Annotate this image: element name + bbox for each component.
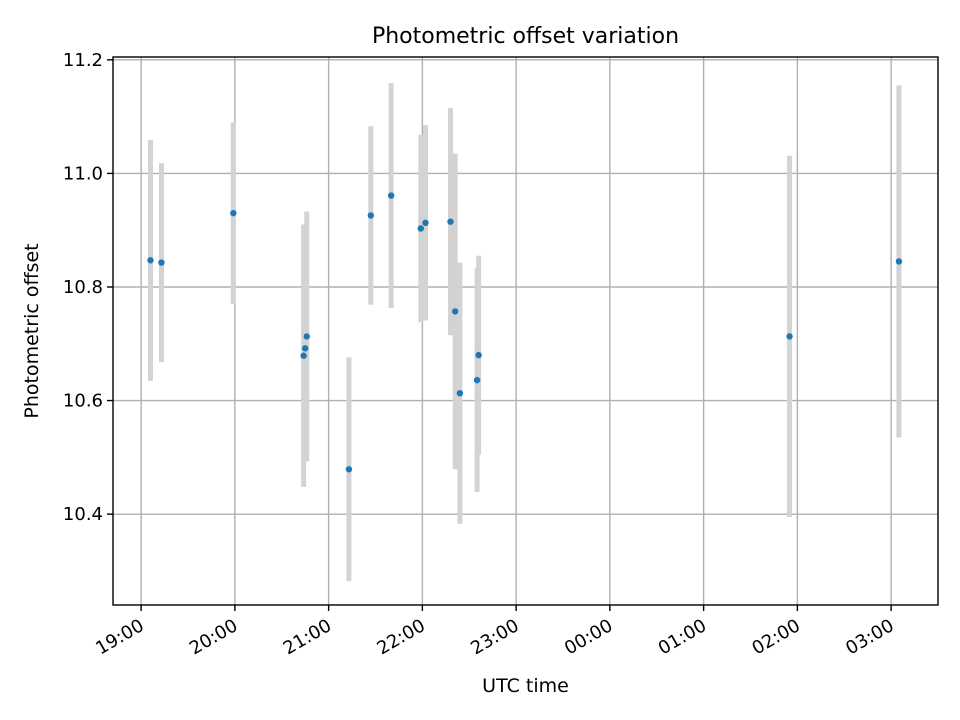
data-point [475, 351, 482, 359]
x-tick-label: 01:00 [655, 615, 710, 659]
y-axis-label: Photometric offset [21, 243, 43, 418]
error-bars [148, 83, 902, 582]
data-point [447, 218, 454, 225]
x-tick-label: 20:00 [186, 615, 241, 659]
data-point [303, 333, 310, 340]
x-axis-label: UTC time [482, 675, 569, 697]
data-point [422, 219, 429, 227]
data-point [147, 257, 154, 264]
data-point [786, 333, 793, 340]
data-point [300, 352, 307, 359]
plot-frame [112, 56, 939, 606]
y-tick-label: 11.2 [63, 50, 103, 71]
data-points [147, 192, 903, 473]
y-tick-label: 10.6 [63, 391, 103, 412]
x-tick-label: 21:00 [280, 615, 335, 659]
data-point [230, 209, 237, 217]
data-point [345, 466, 353, 473]
x-tick-label: 23:00 [467, 615, 522, 659]
x-tick-label: 22:00 [373, 615, 428, 659]
y-tick-label: 10.4 [63, 504, 103, 525]
chart-title: Photometric offset variation [372, 24, 679, 49]
y-tick-label: 10.8 [63, 277, 103, 298]
grid-lines [113, 57, 938, 605]
data-point [456, 389, 464, 397]
data-point [417, 225, 425, 232]
data-point [301, 345, 309, 352]
y-tick-label: 11.0 [63, 163, 103, 184]
data-point [387, 192, 395, 199]
data-point [158, 259, 165, 266]
x-tick-label: 19:00 [92, 615, 147, 659]
x-tick-label: 03:00 [842, 615, 897, 659]
data-point [473, 376, 481, 384]
data-point [367, 212, 375, 219]
x-tick-label: 02:00 [748, 615, 803, 659]
data-point [895, 258, 903, 265]
x-tick-label: 00:00 [561, 615, 616, 659]
data-point [451, 308, 459, 315]
